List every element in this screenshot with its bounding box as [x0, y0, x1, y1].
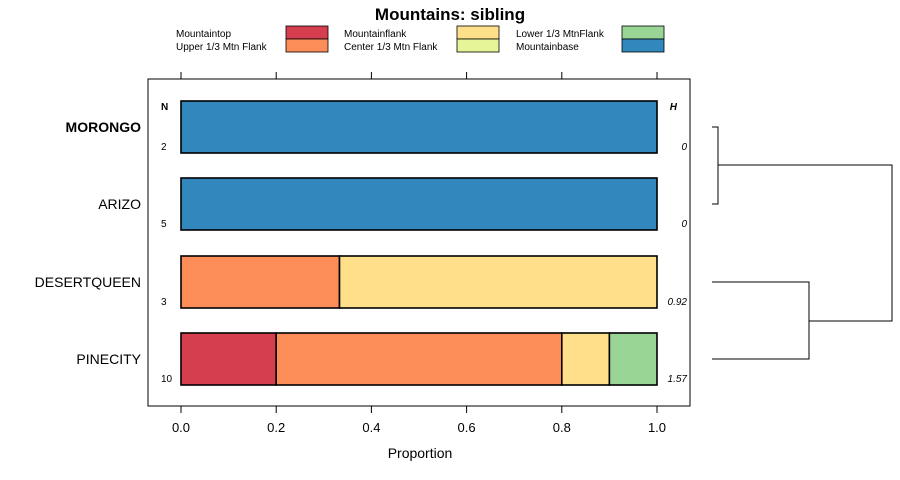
- legend-label: Mountainbase: [516, 42, 579, 53]
- category-label: ARIZO: [98, 196, 141, 212]
- h-value: 0.92: [668, 297, 688, 308]
- dendrogram-branch-top: [712, 126, 719, 205]
- n-value: 2: [161, 142, 167, 153]
- bar-segment: [180, 177, 658, 231]
- bar-segment: [180, 255, 341, 309]
- legend-swatch: [456, 38, 500, 53]
- category-label: DESERTQUEEN: [35, 274, 141, 290]
- x-tick-label: 0.6: [458, 420, 476, 435]
- bar-segment: [180, 332, 277, 386]
- bars: [180, 100, 658, 386]
- legend-label: Mountaintop: [176, 29, 231, 40]
- h-column-header: H: [670, 102, 678, 113]
- legend-swatch: [621, 25, 665, 40]
- legend-label: Upper 1/3 Mtn Flank: [176, 42, 268, 53]
- bar-segment: [275, 332, 563, 386]
- category-label: PINECITY: [76, 351, 141, 367]
- n-value: 3: [161, 297, 167, 308]
- legend: Mountaintop Upper 1/3 Mtn Flank Mountainfl…: [176, 25, 665, 53]
- x-tick-label: 0.8: [553, 420, 571, 435]
- legend-label: Lower 1/3 MtnFlank: [516, 29, 605, 40]
- row-labels: MORONGO 2 0 ARIZO 5 0 DESERTQUEEN 3 0.92 PINECITY…: [35, 119, 688, 385]
- x-tick-label: 0.2: [267, 420, 285, 435]
- h-value: 1.57: [668, 374, 688, 385]
- n-value: 5: [161, 219, 167, 230]
- legend-swatch: [285, 25, 329, 40]
- x-tick-label: 0.4: [362, 420, 380, 435]
- plot-frame: [147, 78, 691, 407]
- x-tick-label: 0.0: [172, 420, 190, 435]
- bar-segment: [338, 255, 658, 309]
- h-value: 0: [681, 219, 687, 230]
- x-tick-label: 1.0: [648, 420, 666, 435]
- legend-label: Center 1/3 Mtn Flank: [344, 42, 438, 53]
- legend-label: Mountainflank: [344, 29, 407, 40]
- dendrogram-branch-root: [718, 164, 893, 322]
- legend-swatch: [456, 25, 500, 40]
- category-label: MORONGO: [66, 119, 142, 135]
- legend-swatch: [621, 38, 665, 53]
- bar-segment: [560, 332, 611, 386]
- dendrogram-branch-bottom: [712, 281, 810, 360]
- legend-swatch: [285, 38, 329, 53]
- bar-segment: [180, 100, 658, 154]
- dendrogram: [712, 126, 893, 360]
- h-value: 0: [681, 142, 687, 153]
- x-axis: 0.0 0.2 0.4 0.6 0.8 1.0: [172, 72, 666, 435]
- bar-segment: [608, 332, 658, 386]
- n-value: 10: [161, 374, 173, 385]
- x-axis-title: Proportion: [388, 445, 453, 461]
- chart-title: Mountains: sibling: [375, 5, 525, 24]
- n-column-header: N: [161, 102, 168, 113]
